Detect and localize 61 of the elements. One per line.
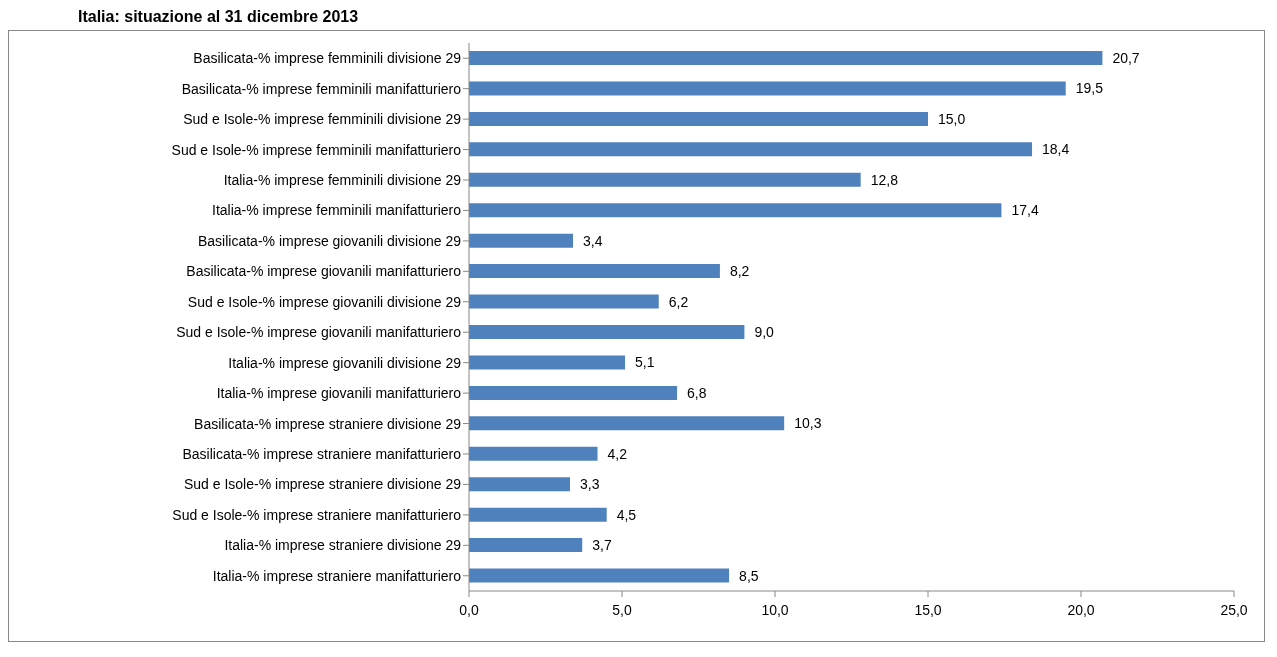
y-tick-label: Basilicata-% imprese giovanili manifatturiero <box>186 263 462 280</box>
data-label: 17,4 <box>1011 202 1039 219</box>
bar <box>469 294 659 309</box>
x-tick-label: 5,0 <box>612 601 632 618</box>
y-tick-label: Sud e Isole-% imprese giovanili manifatturiero <box>176 324 462 341</box>
bar <box>469 203 1002 218</box>
x-tick-label: 10,0 <box>761 601 789 618</box>
bar <box>469 325 745 339</box>
y-tick-label: Italia-% imprese femminili manifatturiero <box>212 202 462 219</box>
text: Italia: situazione al 31 dicembre 2013 <box>77 8 360 27</box>
bar <box>469 507 607 522</box>
y-tick-label: Italia-% imprese giovanili divisione 29 <box>228 354 462 371</box>
x-tick-label: 20,0 <box>1067 601 1095 618</box>
x-tick-label: 0,0 <box>459 601 479 618</box>
y-tick-label: Basilicata-% imprese giovanili divisione 29 <box>197 232 462 249</box>
y-tick-label: Italia-% imprese giovanili manifatturiero <box>216 385 462 402</box>
data-label: 15,0 <box>938 110 966 127</box>
bar <box>469 538 583 553</box>
bar <box>469 142 1033 157</box>
data-label: 3,4 <box>583 232 603 249</box>
y-tick-label: Basilicata-% imprese femminili divisione 29 <box>193 50 462 67</box>
data-label: 3,7 <box>592 537 612 554</box>
bar <box>469 568 730 583</box>
y-tick-label: Basilicata-% imprese femminili manifatturiero <box>181 80 462 97</box>
bar <box>469 172 861 187</box>
bar <box>469 385 678 400</box>
bar <box>469 477 570 492</box>
y-tick-label: Sud e Isole-% imprese femminili divisione 29 <box>183 111 462 128</box>
data-label: 9,0 <box>754 323 775 340</box>
bar <box>469 111 928 126</box>
data-label: 6,8 <box>687 384 707 401</box>
data-label: 3,3 <box>579 476 600 493</box>
y-tick-label: Italia-% imprese straniere divisione 29 <box>224 537 462 554</box>
data-label: 10,3 <box>794 415 822 432</box>
y-tick-label: Sud e Isole-% imprese straniere divisione 29 <box>183 476 462 493</box>
y-tick-label: Italia-% imprese femminili divisione 29 <box>223 171 462 188</box>
bar <box>469 264 720 279</box>
bar <box>469 416 785 431</box>
bar <box>469 51 1103 65</box>
data-label: 8,5 <box>739 567 759 584</box>
data-label: 5,1 <box>635 354 655 371</box>
data-label: 4,2 <box>607 445 628 462</box>
x-tick-label: 15,0 <box>914 601 942 618</box>
y-tick-label: Sud e Isole-% imprese giovanili divisione 29 <box>187 293 462 310</box>
y-tick-label: Basilicata-% imprese straniere divisione 29 <box>194 415 462 432</box>
bar <box>469 233 574 248</box>
x-tick-label: 25,0 <box>1220 601 1248 618</box>
y-tick-label: Italia-% imprese straniere manifatturiero <box>212 567 462 584</box>
y-tick-label: Basilicata-% imprese straniere manifatturiero <box>182 445 462 462</box>
bar <box>469 355 626 370</box>
data-label: 8,2 <box>729 263 750 280</box>
bar <box>469 446 598 461</box>
data-label: 6,2 <box>668 293 689 310</box>
data-label: 4,5 <box>616 506 637 523</box>
data-label: 18,4 <box>1042 141 1070 158</box>
data-label: 19,5 <box>1075 80 1104 97</box>
data-label: 20,7 <box>1112 49 1140 66</box>
bar <box>469 81 1066 96</box>
y-tick-label: Sud e Isole-% imprese straniere manifatturiero <box>172 506 462 523</box>
y-tick-label: Sud e Isole-% imprese femminili manifatturiero <box>171 141 462 158</box>
data-label: 12,8 <box>870 171 899 188</box>
